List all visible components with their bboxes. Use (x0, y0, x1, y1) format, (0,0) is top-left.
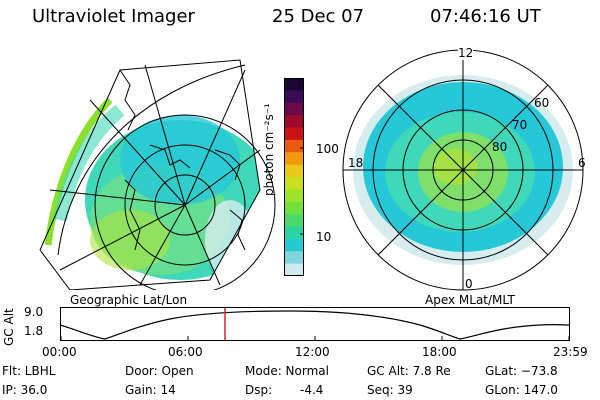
mlt-grid (343, 50, 583, 290)
gc-alt-info: GC Alt: 7.8 Re (367, 364, 451, 378)
ip-info: IP: 36.0 (2, 383, 48, 397)
mode-info: Mode: Normal (245, 364, 329, 378)
colorbar-segment (284, 78, 304, 91)
gc-alt-axis-label: GC Alt (2, 308, 16, 346)
colorbar-segment (284, 238, 304, 252)
x-tick-23-59: 23:59 (553, 345, 588, 359)
glat-info: GLat: −73.8 (485, 364, 558, 378)
aurora-arc (53, 104, 125, 222)
filter-info: Flt: LBHL (2, 364, 56, 378)
dsp-label: Dsp: (245, 383, 273, 397)
mlat-label-70: 70 (512, 118, 528, 132)
colorbar-tick-10: 10 (316, 230, 332, 244)
colorbar-segment (284, 102, 304, 116)
geographic-map (39, 59, 276, 290)
dsp-value: -4.4 (300, 383, 324, 397)
longitude-grid (49, 64, 261, 286)
x-tick-00-00: 00:00 (42, 345, 77, 359)
colorbar-segment (284, 152, 304, 166)
colorbar-unit-label: photon cm⁻²s⁻¹ (262, 103, 276, 196)
colorbar-frame (284, 78, 304, 276)
colorbar-segment (284, 201, 304, 215)
plot-frame (60, 307, 570, 341)
colorbar-segment (284, 263, 304, 276)
colorbar-segment (284, 139, 304, 153)
x-tick-06-00: 06:00 (168, 345, 203, 359)
colorbar-segment (284, 164, 304, 178)
mlt-label-6: 6 (578, 156, 586, 170)
gc-alt-plot (60, 307, 570, 341)
map-frame (39, 59, 261, 290)
observation-time: 07:46:16 UT (430, 6, 541, 27)
colorbar-segment (284, 189, 304, 203)
colorbar-segment (284, 115, 304, 128)
mlt-label-18: 18 (348, 156, 364, 170)
seq-info: Seq: 39 (367, 383, 413, 397)
latitude-grid (57, 64, 276, 290)
gain-info: Gain: 14 (125, 383, 176, 397)
apex-panel-label: Apex MLat/MLT (425, 293, 515, 307)
mlt-label-0: 0 (465, 277, 473, 291)
observation-date: 25 Dec 07 (272, 6, 365, 27)
colorbar-segment (284, 214, 304, 227)
mlat-label-80: 80 (492, 140, 508, 154)
altitude-curve (60, 310, 570, 340)
x-ticks (60, 336, 570, 340)
colorbar-segment (284, 90, 304, 104)
gc-alt-tick-high: 9.0 (24, 305, 44, 319)
x-tick-18-00: 18:00 (422, 345, 457, 359)
instrument-title: Ultraviolet Imager (32, 6, 195, 27)
colorbar-tick-100: 100 (316, 142, 339, 156)
x-tick-12-00: 12:00 (295, 345, 330, 359)
colorbar-segment (284, 127, 304, 141)
door-info: Door: Open (125, 364, 194, 378)
color-bar (284, 78, 304, 276)
colorbar-segment (284, 177, 304, 190)
gc-alt-tick-low: 1.8 (24, 324, 44, 338)
geographic-panel-label: Geographic Lat/Lon (70, 293, 188, 307)
colorbar-segment (284, 251, 304, 265)
glon-info: GLon: 147.0 (485, 383, 558, 397)
apex-polar-map (342, 49, 584, 291)
coastline (119, 69, 246, 251)
colorbar-segment (284, 226, 304, 240)
mlt-label-12: 12 (458, 46, 474, 60)
mlat-label-60: 60 (534, 96, 550, 110)
